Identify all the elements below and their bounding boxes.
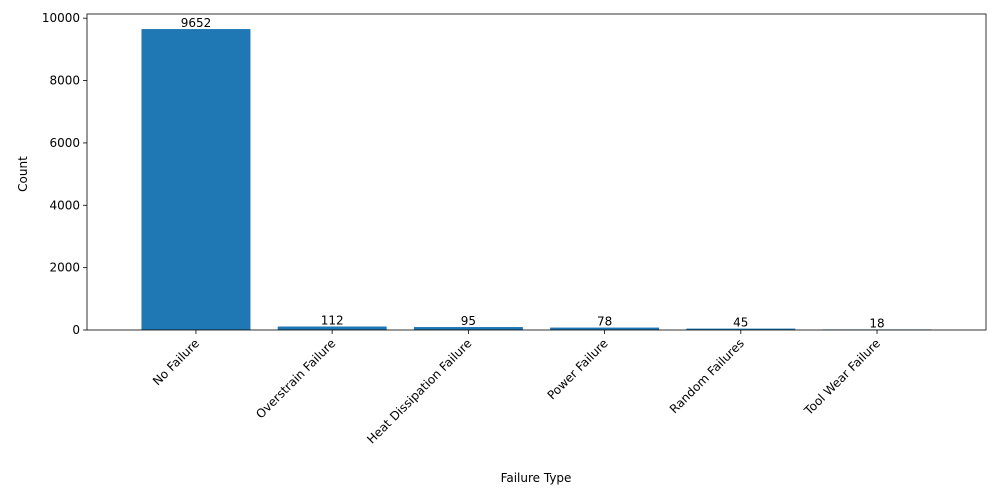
x-tick-label: Tool Wear Failure	[801, 336, 883, 418]
bar	[277, 326, 387, 330]
bar-data-label: 78	[597, 315, 612, 329]
x-tick-label: No Failure	[150, 336, 202, 388]
x-tick-label: Overstrain Failure	[253, 336, 338, 421]
bar	[550, 327, 660, 330]
bar-data-label: 95	[461, 314, 476, 328]
bar	[686, 328, 796, 330]
x-tick-label: Heat Dissipation Failure	[364, 336, 474, 446]
y-axis-label: Count	[16, 156, 30, 192]
y-tick-label: 4000	[49, 198, 80, 212]
bar	[141, 29, 251, 331]
plot-area: 9652 No Failure 112 Overstrain Failure 95 Hea…	[42, 11, 987, 446]
bar-data-label: 9652	[181, 16, 212, 30]
y-tick-label: 10000	[42, 11, 80, 25]
axes-frame	[86, 13, 987, 331]
bar-data-label: 112	[321, 314, 344, 328]
y-tick-label: 2000	[49, 261, 80, 275]
bar-data-label: 18	[869, 316, 884, 330]
x-tick-label: Random Failures	[667, 336, 747, 416]
y-tick-label: 8000	[49, 74, 80, 88]
y-tick-label: 6000	[49, 136, 80, 150]
x-axis-label: Failure Type	[501, 471, 572, 485]
x-tick-label: Power Failure	[545, 336, 611, 402]
bar-data-label: 45	[733, 316, 748, 330]
bar	[413, 327, 523, 330]
y-tick-label: 0	[72, 323, 80, 337]
